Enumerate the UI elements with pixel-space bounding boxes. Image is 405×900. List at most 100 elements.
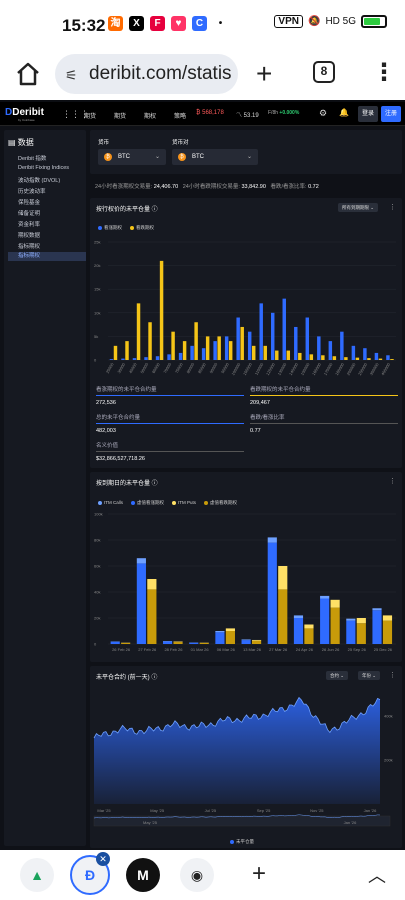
call-stack-bar (372, 610, 382, 644)
oi-by-expiry-panel: 按到期日的未平仓量 ⓘ ⋮ ITM Calls 虚值看涨期权 ITM Puts … (90, 472, 402, 662)
panel-title: 按到期日的未平仓量 ⓘ (96, 481, 158, 487)
strike-legend: 看涨期权 看跌期权 (98, 225, 154, 231)
tab-switcher-button[interactable]: 8 (313, 61, 335, 83)
put-stack-bar (252, 640, 262, 644)
x-tick-label: May '25 (150, 808, 165, 813)
globe-icon[interactable]: ◉ (180, 858, 214, 892)
deribit-logo[interactable]: DDeribit (5, 107, 44, 118)
put-bar (344, 357, 348, 360)
chevron-up-icon[interactable]: ︿ (368, 866, 386, 886)
url-text[interactable]: deribit.com/statis (89, 63, 232, 84)
home-icon[interactable] (14, 60, 42, 88)
legend-oi[interactable]: 未平仓量 (230, 839, 254, 845)
selector-panel: 货币 ₿ BTC ⌄ 货币对 ₿ BTC ⌄ (90, 130, 402, 174)
legend-itm-puts[interactable]: ITM Puts (172, 500, 196, 506)
call-bar (109, 359, 114, 360)
login-button[interactable]: 登录 (358, 106, 378, 122)
put-bar (252, 345, 256, 360)
add-tab-icon[interactable]: + (252, 860, 267, 887)
call-stack-bar (110, 641, 120, 644)
call-bar (363, 348, 367, 360)
address-bar[interactable]: ⚟ deribit.com/statis (55, 54, 238, 94)
gear-icon[interactable]: ⚙ (319, 108, 328, 118)
legend-otm-puts[interactable]: 虚值看跌期权 (204, 500, 237, 506)
expiry-dropdown[interactable]: 所有到期期限 ⌄ (338, 203, 379, 212)
apps-grid-icon[interactable]: ⋮⋮⋮ (62, 109, 89, 119)
put-bar (113, 345, 118, 360)
sidebar-item-active[interactable]: 指标期权 (8, 252, 86, 261)
panel-menu-icon[interactable]: ⋮ (389, 204, 396, 211)
put-bar (182, 341, 187, 360)
sidebar-item-hist-vol[interactable]: 历史波动率 (18, 189, 46, 195)
medium-tab-icon[interactable]: M (126, 858, 160, 892)
navigator-track (93, 815, 391, 827)
put-bar (263, 345, 267, 360)
x-tick-label: 110000 (254, 361, 265, 375)
put-stack-bar (199, 642, 209, 644)
call-bar (294, 326, 298, 360)
call-stack-bar (346, 618, 356, 621)
nav-options[interactable]: 期权 (144, 114, 157, 120)
call-stack-bar (136, 558, 146, 564)
nav-futures[interactable]: 期货 (84, 114, 97, 120)
call-stack-bar (267, 542, 277, 644)
site-settings-icon[interactable]: ⚟ (65, 67, 78, 83)
more-options-icon[interactable]: ⋮ (372, 59, 396, 86)
sidebar-item-reserves[interactable]: 储备证明 (18, 211, 41, 217)
legend-otm-calls[interactable]: 虚值看涨期权 (131, 500, 164, 506)
put-stack-bar (330, 607, 340, 644)
call-stack-bar (346, 620, 356, 644)
call-bar (340, 331, 344, 360)
call-stack-bar (267, 537, 277, 543)
currency-select[interactable]: ₿ BTC ⌄ (98, 149, 166, 165)
sidebar-item-dvol[interactable]: 波动指数 (DVOL) (18, 178, 61, 184)
call-bar (190, 345, 194, 360)
put-stack-bar (304, 628, 314, 644)
year-dropdown[interactable]: 年份 ⌄ (358, 671, 381, 680)
ticker-vol[interactable]: 〽 53.19 (236, 113, 259, 119)
x-tick-label: Jan '26 (364, 808, 378, 813)
ticker-btc[interactable]: ₿ 568,178 (196, 110, 224, 116)
x-tick-label: 70000 (162, 361, 172, 374)
navigator-line (93, 814, 381, 819)
close-tab-icon[interactable]: ✕ (96, 852, 110, 866)
call-bar (328, 341, 333, 360)
x-tick-label: 01 Mar 26 (191, 647, 210, 652)
ticker-funding[interactable]: F/8h +0.000% (268, 110, 300, 116)
put-bar (148, 322, 152, 360)
put-stack-bar (278, 589, 288, 644)
volume-stats: 24小时看涨期权交易量: 24,406.70 24小时看跌期权交易量: 33,8… (95, 184, 319, 190)
browser-toolbar: ⚟ deribit.com/statis + 8 ⋮ (0, 48, 405, 100)
legend-puts[interactable]: 看跌期权 (130, 225, 154, 231)
x-tick-label: 100000 (230, 361, 241, 376)
strike-bar-chart: 25k 20k 15k 10k 5k 0 20000 30000 40000 50000 60000… (94, 240, 396, 376)
call-stack-bar (241, 639, 251, 641)
panel-menu-icon[interactable]: ⋮ (389, 478, 396, 485)
legend-calls[interactable]: 看涨期权 (98, 225, 122, 231)
panel-menu-icon[interactable]: ⋮ (389, 672, 396, 679)
x-tick-label: 150000 (299, 361, 310, 376)
vpn-badge: VPN (274, 15, 303, 28)
sidebar-item-options-data[interactable]: 期权数据 (18, 233, 41, 239)
contract-dropdown[interactable]: 合约 ⌄ (326, 671, 349, 680)
call-bar (386, 355, 390, 360)
legend-itm-calls[interactable]: ITM Calls (98, 500, 123, 506)
nav-futures-2[interactable]: 期货 (114, 114, 127, 120)
put-bar (217, 336, 221, 360)
sidebar-item-fixing[interactable]: Deribit Fixing Indices (18, 165, 70, 171)
pair-select[interactable]: ₿ BTC ⌄ (172, 149, 258, 165)
bell-icon[interactable]: 🔔 (339, 108, 349, 117)
expiry-legend: ITM Calls 虚值看涨期权 ITM Puts 虚值看跌期权 (98, 500, 237, 506)
nav-strategies[interactable]: 策略 (174, 114, 187, 120)
new-tab-icon[interactable]: + (256, 58, 273, 89)
call-bar (178, 352, 183, 360)
y-tick-label: 400k (384, 714, 393, 719)
sidebar-item-funding[interactable]: 资金利率 (18, 222, 41, 228)
app-tab-1-icon[interactable]: ▲ (20, 858, 54, 892)
sidebar-item-deribit-index[interactable]: Deribit 指数 (18, 156, 47, 162)
sidebar-item-insurance[interactable]: 保险基金 (18, 200, 41, 206)
put-stack-bar (330, 599, 340, 608)
navigator-tick: May '25 (143, 820, 158, 825)
sidebar-item-index-options[interactable]: 指标期权 (18, 244, 41, 250)
register-button[interactable]: 注册 (381, 106, 401, 122)
